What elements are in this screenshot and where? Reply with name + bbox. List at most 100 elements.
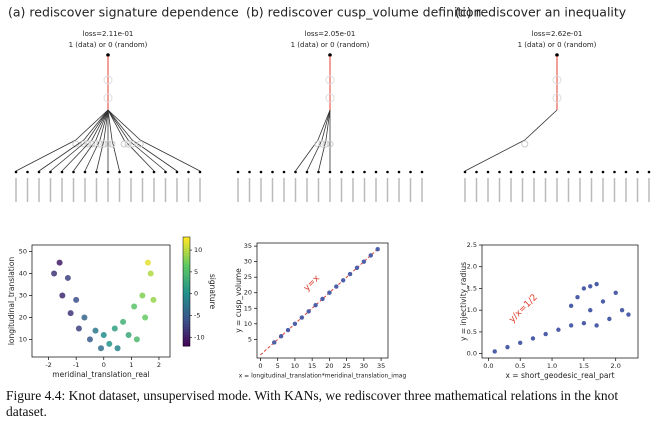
- colorbar-tick-label: -5: [194, 311, 200, 319]
- input-node: [613, 170, 616, 174]
- activation: [88, 140, 96, 148]
- edge: [15, 139, 76, 172]
- edge: [103, 109, 109, 141]
- input-node: [248, 170, 251, 174]
- colorbar-step: [183, 266, 190, 271]
- input-node: [152, 170, 156, 174]
- point: [575, 294, 580, 300]
- activation: [128, 140, 136, 148]
- input-node: [544, 170, 547, 174]
- edge: [38, 139, 85, 172]
- input-node: [463, 170, 467, 174]
- activation: [104, 140, 112, 148]
- colorbar-step: [183, 275, 190, 279]
- edge: [107, 109, 141, 141]
- point: [133, 336, 140, 343]
- edge: [127, 139, 166, 172]
- input-node: [647, 170, 651, 174]
- edge: [50, 139, 89, 172]
- point: [626, 312, 631, 317]
- edge: [87, 109, 109, 141]
- panel-title: (b) rediscover cusp_volume definition: [246, 5, 481, 20]
- x-tick-label: 20: [325, 362, 333, 370]
- edge: [464, 139, 525, 172]
- x-tick-label: 2: [157, 361, 161, 369]
- input-node: [60, 170, 64, 174]
- output-label: 1 (data) or 0 (random): [518, 41, 597, 49]
- input-node: [351, 170, 355, 174]
- colorbar-step: [183, 343, 190, 347]
- x-tick-label: 0.5: [515, 362, 525, 370]
- x-tick-label: 0: [102, 361, 106, 369]
- y-tick-label: 0.0: [467, 350, 477, 358]
- input-node: [14, 170, 18, 174]
- point: [505, 344, 510, 350]
- panel-title: (a) rediscover signature dependence: [8, 5, 239, 20]
- input-node: [37, 170, 41, 174]
- colorbar-step: [183, 261, 190, 265]
- x-tick-label: 10: [291, 362, 299, 370]
- point: [144, 259, 151, 266]
- point: [285, 327, 291, 333]
- colorbar-tick-label: 5: [194, 268, 198, 276]
- y-axis-label: longitudinal_translation: [7, 257, 16, 346]
- colorbar-step: [183, 310, 190, 314]
- edge: [111, 139, 120, 172]
- y-tick-label: 50: [19, 248, 27, 256]
- point: [86, 336, 93, 343]
- point: [98, 345, 104, 352]
- input-node: [294, 170, 297, 174]
- input-node: [317, 170, 320, 174]
- point: [600, 299, 606, 304]
- point: [613, 290, 618, 296]
- colorbar-step: [183, 337, 190, 342]
- point: [556, 327, 561, 332]
- activation: [72, 140, 80, 148]
- colorbar-frame: [182, 236, 191, 347]
- output-node: [106, 53, 110, 57]
- point: [125, 332, 132, 339]
- input-node: [72, 170, 75, 174]
- x-tick-label: 1: [129, 361, 133, 369]
- activation: [120, 140, 128, 148]
- y-tick-label: 2.5: [467, 241, 477, 249]
- edge: [96, 139, 105, 172]
- activation: [84, 140, 92, 148]
- input-node: [420, 170, 424, 174]
- edge: [107, 109, 129, 141]
- loss-text: loss=2.11e-01: [83, 30, 134, 38]
- point: [150, 296, 157, 303]
- input-node: [164, 170, 167, 174]
- y-tick-label: 25: [244, 273, 252, 281]
- colorbar-step: [183, 245, 190, 249]
- activation: [100, 140, 108, 148]
- colorbar-step: [183, 321, 190, 325]
- edge: [107, 109, 113, 141]
- point: [299, 315, 305, 320]
- point: [340, 278, 346, 283]
- colorbar-step: [183, 269, 190, 273]
- point: [530, 336, 536, 341]
- colorbar-step: [183, 335, 190, 339]
- colorbar-step: [183, 239, 190, 243]
- input-node: [95, 170, 98, 174]
- point: [56, 259, 63, 266]
- point: [375, 247, 380, 252]
- input-node: [386, 170, 389, 174]
- point: [619, 307, 625, 313]
- colorbar-step: [183, 247, 190, 252]
- input-node: [509, 170, 513, 174]
- input-node: [532, 170, 536, 174]
- colorbar-step: [183, 340, 190, 344]
- point: [581, 321, 587, 326]
- input-node: [187, 170, 190, 174]
- x-tick-label: 1.5: [579, 362, 589, 370]
- output-label: 1 (data) or 0 (random): [69, 41, 148, 49]
- y-tick-label: 35: [244, 242, 252, 250]
- input-node: [175, 170, 179, 174]
- activation: [103, 75, 113, 85]
- edge: [73, 139, 97, 172]
- input-node: [236, 170, 240, 174]
- colorbar-step: [183, 272, 190, 276]
- input-node: [567, 170, 570, 174]
